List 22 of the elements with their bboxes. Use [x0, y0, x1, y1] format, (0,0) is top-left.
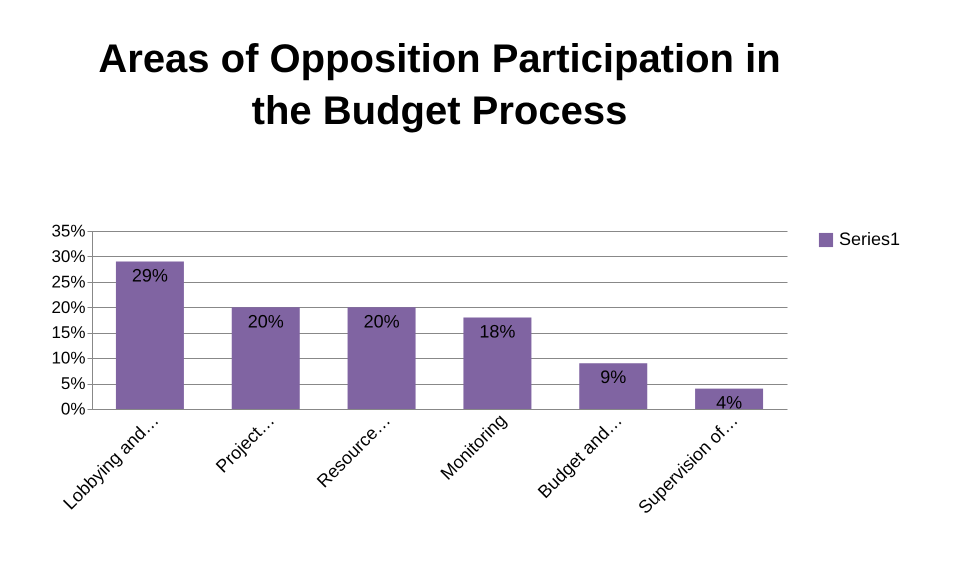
- data-label: 29%: [132, 266, 168, 286]
- data-label: 20%: [248, 311, 284, 332]
- y-tick-label: 35%: [51, 222, 86, 240]
- bar: [463, 317, 532, 409]
- bar: [695, 388, 764, 409]
- bar: [348, 307, 416, 409]
- y-tick-label: 30%: [51, 246, 86, 266]
- y-tick-label: 5%: [60, 374, 86, 394]
- chart-title: Areas of Opposition Participation in the Budget Process: [98, 37, 781, 133]
- bar: [232, 307, 300, 409]
- y-tick-label: 20%: [51, 298, 86, 317]
- y-tick-label: 10%: [51, 348, 86, 368]
- data-label: 18%: [479, 321, 516, 342]
- y-tick-label: 0%: [60, 400, 86, 418]
- bar: [579, 363, 648, 409]
- data-label: 9%: [600, 367, 626, 388]
- legend-label: Series1: [839, 229, 900, 249]
- data-label: 4%: [716, 392, 742, 413]
- y-tick-label: 15%: [51, 323, 86, 342]
- y-tick-label: 25%: [51, 272, 86, 292]
- data-label: 20%: [364, 311, 400, 332]
- bar: [116, 262, 184, 409]
